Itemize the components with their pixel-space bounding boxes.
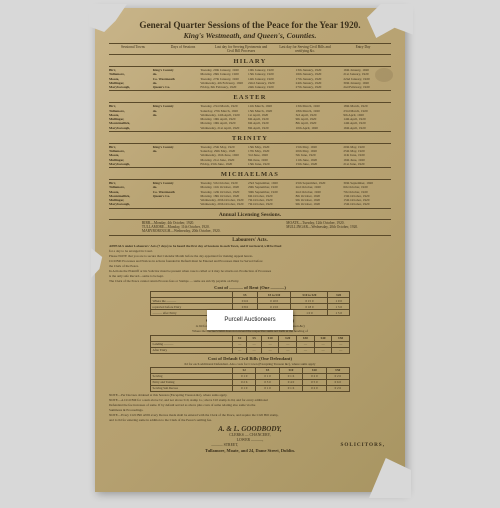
table-header: Sessional Towns Days of Sessions Last da…	[109, 43, 391, 55]
cost-cell: 0 1 0	[256, 385, 279, 391]
table-row: Maryborough, Wednesday, 21st April, 19208…	[109, 126, 391, 130]
col-header: Sessional Towns	[109, 45, 157, 53]
paper-tear	[369, 458, 411, 498]
table-cell: Maryborough,	[109, 85, 153, 89]
col-header: Last day for Serving Civil Bills and cer…	[273, 45, 337, 53]
table-row: Maryborough, Friday, 25th June, 192013th …	[109, 162, 391, 166]
cost-cell: —	[314, 347, 332, 353]
table-cell: 21st June, 1920	[343, 162, 391, 166]
terms-container: HILARYBirr,King's CountyTuesday, 20th Ja…	[109, 58, 391, 209]
cost-table-title: Cost of ——— of Rent (One ———)	[109, 285, 391, 290]
bottom-note: NOTE—Per Decrees obtained at this Sessio…	[109, 393, 391, 397]
table-cell: Friday, 25th June, 1920	[200, 162, 248, 166]
table-cell: Wednesday, 20th October, 1920	[200, 202, 248, 206]
annual-licensing-heading: Annual Licensing Sessions.	[109, 212, 391, 218]
table-cell: 27th January, 1920	[296, 85, 344, 89]
note-text: for a day to be arranged in Court.	[109, 249, 391, 253]
bottom-note: Summons & Proceedings.	[109, 408, 391, 412]
cost-table: £2£5£10£20£30£40£50Landing ——————————Aft…	[150, 335, 350, 354]
table-cell: 13th June, 1920	[248, 162, 296, 166]
auction-sticker: Purcell Auctioneers	[207, 310, 293, 330]
cost-cell: 0 2 0	[303, 385, 326, 391]
table-cell: 15th June, 1920	[296, 162, 344, 166]
bottom-note: and 1s 6d for entering same in addition …	[109, 418, 391, 422]
table-cell	[153, 126, 201, 130]
cost-row-label: Serving Sub Decree	[151, 385, 233, 391]
document-title: General Quarter Sessions of the Peace fo…	[109, 20, 391, 30]
als-item: MULLINGAR—Wednesday, 20th October, 1920.	[286, 225, 358, 229]
col-header: Days of Sessions	[157, 45, 209, 53]
table-cell: Maryborough,	[109, 162, 153, 166]
table-cell: 15th October, 1920	[343, 202, 391, 206]
bottom-note: NOTE—Every Civil Bill AND every Decree m…	[109, 413, 391, 417]
footer-line: ——— STREET,	[109, 443, 341, 448]
table-cell: 24th January, 1920	[248, 85, 296, 89]
note-text: The Clerk of the Peace cannot return Pro…	[109, 279, 391, 283]
document-subtitle: King's Westmeath, and Queen's, Counties.	[109, 31, 391, 40]
cost-cell: 0 2 6	[326, 385, 349, 391]
note-text: is the only safe Record—same to be kept.	[109, 274, 391, 278]
footer-solicitors: SOLICITORS,	[341, 442, 392, 448]
annual-licensing-block: BIRR—Monday, 4th October, 1920. TULLAMOR…	[109, 219, 391, 236]
paper-tear	[91, 248, 105, 278]
table-cell: 2nd February, 1920	[343, 85, 391, 89]
term-table: Birr,King's CountyTuesday, 20th January,…	[109, 66, 391, 91]
col-header: Entry Day	[337, 45, 389, 53]
table-cell: Maryborough,	[109, 202, 153, 206]
col-header: Last day for Serving Ejectments and Civi…	[209, 45, 273, 53]
term-table: Birr,King's CountyTuesday, 23rd March, 1…	[109, 102, 391, 132]
table-cell: 9th October, 1920	[296, 202, 344, 206]
table-cell: Wednesday, 21st April, 1920	[200, 126, 248, 130]
table-cell: 10th April, 1920	[296, 126, 344, 130]
cost-cell: 1 5 0	[328, 310, 350, 316]
cost-cell: —	[261, 347, 279, 353]
als-item: MARYBOROUGH—Wednesday, 20th October, 192…	[142, 229, 221, 233]
table-cell: Friday, 6th February, 1920	[200, 85, 248, 89]
table-cell: Queen's Co.	[153, 85, 201, 89]
note-text: Civil Bill Processes and Notices in acti…	[109, 259, 391, 263]
cost-cell: 0 1 6	[279, 385, 302, 391]
table-cell: 16th April, 1920	[343, 126, 391, 130]
cost-subnote: Where the Decree's limit does not exceed…	[109, 329, 391, 333]
bottom-note: Defendant the fee increases of same. If …	[109, 403, 391, 407]
term-heading: MICHAELMAS	[109, 171, 391, 178]
paper-stain	[375, 68, 393, 82]
table-row: Maryborough,Queen's Co.Friday, 6th Febru…	[109, 85, 391, 89]
table-cell: 7th October, 1920	[248, 202, 296, 206]
cost-cell: 1 0 0	[291, 310, 328, 316]
cost-subnote: 6d for each additional Defendant. Also c…	[109, 362, 391, 366]
document-paper: General Quarter Sessions of the Peace fo…	[95, 8, 405, 492]
cost-cell: —	[279, 347, 297, 353]
cost-cell: —	[297, 347, 315, 353]
cost-tables-container: Cost of ——— of Rent (One ———)£5£5 to £10…	[109, 285, 391, 391]
labourers-heading: Labourers' Acts.	[109, 238, 391, 243]
cost-cell: —	[247, 347, 261, 353]
als-left: BIRR—Monday, 4th October, 1920. TULLAMOR…	[142, 221, 221, 233]
term-heading: EASTER	[109, 94, 391, 101]
term-heading: TRINITY	[109, 135, 391, 142]
cost-row-label: After Entry	[151, 347, 233, 353]
note-text: the Clerk of the Peace.	[109, 264, 391, 268]
term-table: Birr,King's CountyTuesday, 25th May, 192…	[109, 143, 391, 168]
bottom-note: NOTE—A Civil Bill for a sum above £2, an…	[109, 398, 391, 402]
note-text: APPEALS under Labourers' Acts (7 days) t…	[109, 244, 391, 248]
cost-cell: —	[332, 347, 350, 353]
table-cell: 8th April, 1920	[248, 126, 296, 130]
table-row: Maryborough, Wednesday, 20th October, 192…	[109, 202, 391, 206]
term-table: Birr,King's CountyTuesday, 5th October, …	[109, 179, 391, 209]
table-cell: Maryborough,	[109, 126, 153, 130]
cost-cell: —	[233, 347, 247, 353]
note-text: Please NOTE that you are to secure that …	[109, 254, 391, 258]
term-heading: HILARY	[109, 58, 391, 65]
note-text: In Actions the Plaintiff or his Solicito…	[109, 269, 391, 273]
cost-table-title: Cost of Default Civil Bills (One Defenda…	[109, 356, 391, 361]
table-cell	[153, 162, 201, 166]
cost-cell: 0 1 0	[233, 385, 256, 391]
footer-firm: A. & L. GOODBODY,	[109, 425, 391, 433]
table-cell	[153, 202, 201, 206]
als-right: MOATE—Tuesday, 12th October, 1920. MULLI…	[286, 221, 358, 233]
cost-table: £2£5£10£20£50Serving0 1 00 1 00 1 60 2 0…	[150, 367, 350, 392]
footer-address: Tullamore, Moate, and 24, Dame Street, D…	[109, 448, 391, 453]
